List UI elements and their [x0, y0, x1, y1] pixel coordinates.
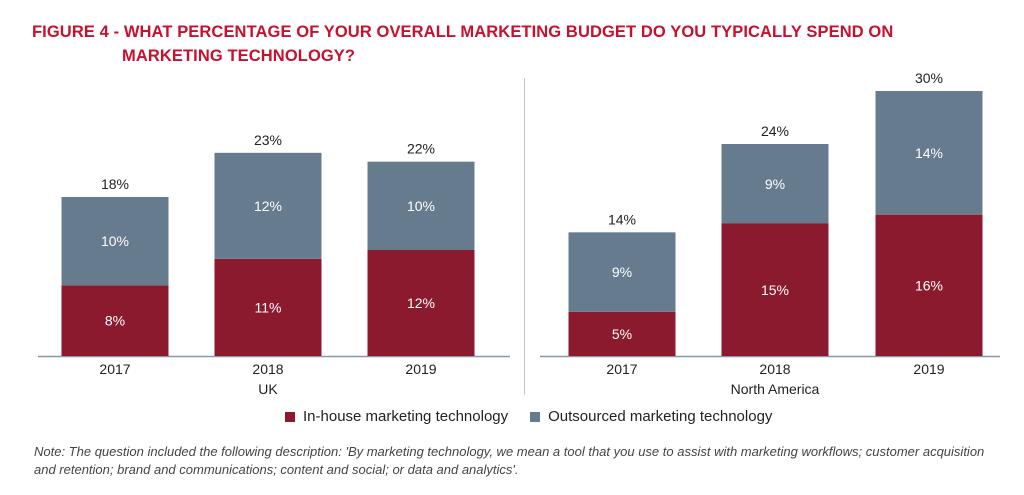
total-label-0-1: 23%	[254, 132, 282, 148]
bar-outsourced-0-0	[61, 197, 169, 286]
legend-label-inhouse: In-house marketing technology	[303, 408, 509, 425]
bar-inhouse-0-1	[214, 258, 322, 356]
bar-inhouse-1-2	[875, 214, 983, 356]
legend-swatch-inhouse	[285, 411, 295, 422]
data-label-inhouse-0-1: 11%	[255, 299, 282, 315]
total-label-1-1: 24%	[761, 123, 789, 139]
chart-title-line-2: MARKETING TECHNOLOGY?	[122, 47, 356, 65]
data-label-outsourced-0-2: 10%	[407, 198, 435, 214]
legend-label-outsourced: Outsourced marketing technology	[548, 408, 773, 425]
total-label-1-2: 30%	[915, 70, 943, 86]
bar-outsourced-0-1	[214, 152, 322, 259]
data-label-outsourced-0-1: 12%	[254, 198, 282, 214]
data-label-outsourced-1-0: 9%	[612, 264, 632, 280]
bar-inhouse-1-0	[568, 311, 676, 356]
group-label-0: UK	[258, 381, 278, 397]
total-label-0-0: 18%	[101, 176, 129, 192]
total-label-0-2: 22%	[407, 141, 435, 157]
bar-outsourced-1-0	[568, 232, 676, 312]
chart-legend: In-house marketing technology Outsourced…	[285, 408, 772, 425]
data-label-inhouse-0-0: 8%	[105, 313, 125, 329]
x-tick-label-0-0: 2017	[99, 361, 130, 377]
x-tick-label-1-1: 2018	[759, 361, 790, 377]
x-tick-label-1-0: 2017	[606, 361, 637, 377]
x-tick-label-0-2: 2019	[405, 361, 436, 377]
bar-outsourced-0-2	[367, 161, 475, 250]
chart-title: FIGURE 4 - WHAT PERCENTAGE OF YOUR OVERA…	[32, 20, 992, 68]
bar-inhouse-0-2	[367, 250, 475, 356]
data-label-outsourced-1-1: 9%	[765, 176, 785, 192]
x-tick-label-1-2: 2019	[913, 361, 944, 377]
chart-title-line-1: FIGURE 4 - WHAT PERCENTAGE OF YOUR OVERA…	[32, 23, 894, 41]
data-label-inhouse-1-0: 5%	[612, 326, 632, 342]
data-label-outsourced-1-2: 14%	[915, 145, 943, 161]
bar-outsourced-1-1	[721, 144, 829, 224]
legend-item-inhouse: In-house marketing technology	[285, 408, 508, 425]
data-label-inhouse-0-2: 12%	[407, 295, 435, 311]
total-label-1-0: 14%	[608, 211, 636, 227]
bar-inhouse-1-1	[721, 223, 829, 356]
footnote: Note: The question included the followin…	[34, 444, 985, 477]
stacked-bar-chart: 8% 10% 18% 2017 11% 12% 23% 2018 12% 10% 22% 2019 UK…	[38, 70, 1000, 397]
legend-swatch-outsourced	[530, 411, 541, 422]
legend-item-outsourced: Outsourced marketing technology	[530, 408, 772, 425]
x-tick-label-0-1: 2018	[252, 361, 283, 377]
group-label-1: North America	[731, 381, 820, 397]
data-label-outsourced-0-0: 10%	[101, 233, 129, 249]
bar-outsourced-1-2	[875, 91, 983, 215]
data-label-inhouse-1-2: 16%	[915, 277, 943, 293]
data-label-inhouse-1-1: 15%	[761, 282, 789, 298]
bar-inhouse-0-0	[61, 285, 169, 356]
